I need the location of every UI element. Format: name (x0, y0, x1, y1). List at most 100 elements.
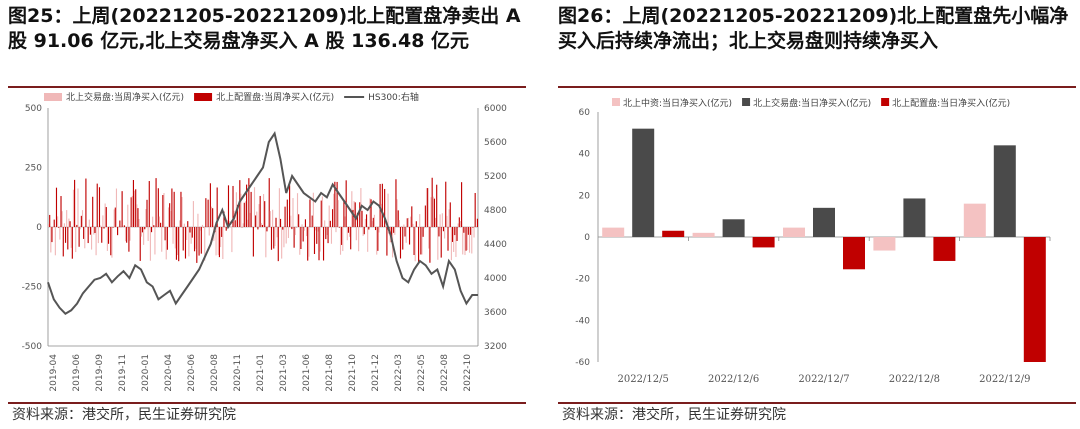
bar-config (365, 214, 368, 227)
bar-trading (147, 227, 149, 241)
bar-trading (376, 227, 378, 255)
bar-trading (448, 209, 450, 227)
title-divider (558, 86, 1076, 88)
bar-trading (61, 211, 63, 227)
y-tick-right: 6000 (484, 104, 507, 114)
bar-trading (335, 227, 337, 233)
bar-config (268, 178, 270, 227)
x-tick: 2022/12/7 (798, 374, 849, 385)
x-tick: 2022/12/6 (708, 374, 759, 385)
bar-trading (79, 227, 81, 230)
bar-config (433, 198, 435, 227)
bar-config (187, 221, 189, 227)
bar-trading (54, 227, 56, 256)
bar-config (166, 227, 168, 250)
bar-trading (349, 227, 351, 237)
bar-trading (287, 227, 290, 239)
bar-trading (425, 188, 428, 227)
bar-config (440, 227, 442, 258)
bar-config (300, 227, 302, 250)
bar-trading (405, 227, 407, 243)
bar-trading (57, 216, 59, 227)
bar-config (87, 227, 89, 244)
bar-trading (267, 225, 269, 227)
bar-config (320, 200, 322, 227)
bar-config (139, 227, 141, 261)
x-tick: 2020-06 (187, 354, 197, 392)
bar-trading (378, 227, 380, 233)
bar-config (404, 227, 406, 237)
bar-config (370, 199, 372, 227)
y-tick: -20 (575, 275, 590, 285)
bar-config (397, 210, 399, 227)
bar-trading (351, 191, 353, 227)
bar-config (381, 183, 383, 227)
bar-config (132, 180, 134, 227)
bar-config (198, 227, 200, 256)
legend-label: HS300:右轴 (368, 91, 419, 103)
y-tick-right: 3200 (484, 342, 507, 352)
bar-config (399, 227, 402, 259)
bar-config (438, 227, 440, 237)
bar-config (209, 183, 211, 227)
bar-trading (210, 206, 213, 227)
bar-config (119, 220, 121, 227)
bar-trading (244, 201, 247, 227)
bar-trading (367, 227, 369, 252)
bar-config (752, 237, 775, 248)
bar-config (449, 202, 451, 227)
bar-trading (190, 227, 192, 244)
bar-config (372, 217, 374, 227)
x-tick: 2022-03 (394, 354, 404, 392)
bar-trading (455, 227, 457, 257)
y-tick: -60 (575, 358, 590, 368)
bar-config (338, 227, 340, 228)
bar-config (332, 209, 334, 227)
bar-config (368, 227, 370, 230)
y-tick-right: 4800 (484, 206, 507, 216)
bar-config (386, 227, 388, 256)
bar-trading (315, 227, 317, 231)
bar-config (85, 178, 87, 227)
x-tick: 2021-10 (348, 354, 358, 392)
source-note: 资料来源：港交所，民生证券研究院 (562, 407, 786, 423)
bar-trading (224, 227, 226, 228)
x-tick: 2022/12/8 (889, 374, 940, 385)
bar-config (223, 211, 225, 227)
bar-config (467, 227, 469, 235)
bar-trading (432, 196, 434, 227)
bar-trading (813, 207, 835, 237)
bar-config (350, 227, 352, 250)
bar-trading (265, 227, 267, 258)
bar-config (322, 227, 325, 261)
bar-trading (294, 227, 296, 236)
bar-config (377, 227, 379, 251)
bar-trading (414, 227, 416, 262)
bar-trading (134, 190, 136, 227)
bar-trading (163, 193, 165, 227)
bar-config (352, 209, 354, 227)
bar-config (49, 214, 51, 227)
bar-config (155, 178, 157, 227)
bar-config (270, 227, 273, 250)
bar-trading (217, 227, 219, 255)
bar-config (58, 227, 60, 228)
bar-trading (145, 209, 147, 227)
bar-trading (72, 189, 75, 227)
bar-config (250, 191, 252, 227)
bar-trading (140, 227, 142, 237)
bar-trading (466, 227, 468, 251)
bar-config (236, 204, 239, 227)
bar-zhongzi (783, 227, 805, 237)
bar-config (286, 199, 288, 227)
bar-config (447, 227, 449, 251)
bar-trading (398, 220, 400, 227)
y-tick-right: 5600 (484, 138, 507, 148)
bar-trading (215, 227, 217, 256)
bar-trading (446, 215, 448, 227)
bar-config (193, 227, 196, 252)
bar-trading (328, 205, 330, 227)
bar-config (662, 230, 685, 237)
bar-config (356, 212, 359, 227)
bar-trading (84, 227, 86, 249)
